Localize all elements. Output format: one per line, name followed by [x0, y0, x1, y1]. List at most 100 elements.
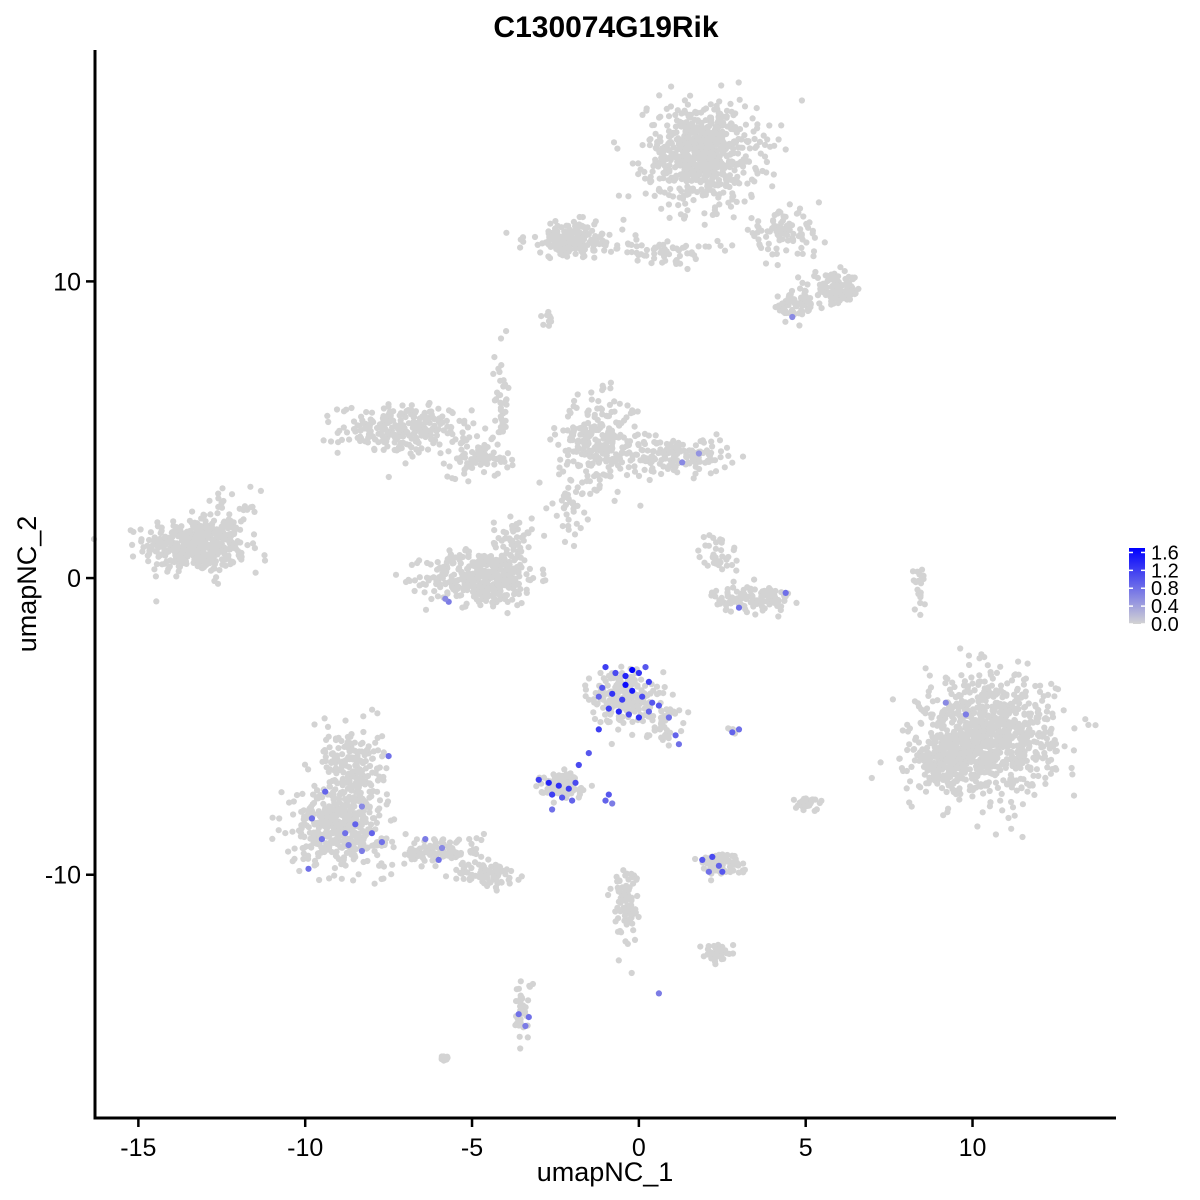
cell-point — [716, 558, 723, 565]
cell-point — [547, 243, 554, 250]
cell-point — [389, 424, 396, 431]
cell-point — [426, 399, 433, 407]
cell-point — [639, 142, 646, 149]
cell-point — [330, 790, 337, 797]
cell-point — [620, 444, 628, 451]
cell-point — [643, 252, 650, 259]
cell-point — [999, 743, 1006, 751]
cell-point — [666, 133, 673, 140]
cell-point — [501, 556, 508, 563]
cell-point — [153, 548, 160, 555]
cell-point — [1019, 833, 1026, 841]
cell-point — [558, 497, 566, 504]
cell-point — [950, 789, 957, 796]
cell-point — [606, 401, 614, 408]
cell-point — [180, 547, 187, 554]
cell-point — [376, 797, 384, 804]
cell-point — [349, 830, 356, 837]
cell-point — [642, 458, 649, 465]
cell-point — [374, 852, 381, 859]
cell-point — [498, 537, 505, 544]
cell-point — [709, 161, 716, 168]
cell-point — [710, 534, 717, 542]
cell-point — [325, 418, 332, 426]
cell-point — [748, 176, 756, 183]
cell-point — [561, 228, 568, 235]
cell-point — [748, 193, 755, 200]
cell-point — [774, 262, 781, 269]
cell-point — [799, 279, 806, 286]
cell-point — [889, 696, 897, 703]
cell-point — [475, 583, 482, 590]
cell-point — [237, 518, 245, 525]
cell-point — [1024, 788, 1031, 795]
cell-point — [269, 814, 276, 821]
cell-point — [453, 875, 460, 882]
cell-point — [559, 523, 566, 530]
cell-point — [903, 767, 910, 775]
cell-point — [795, 209, 802, 216]
cell-point — [698, 125, 706, 132]
cell-point — [713, 124, 720, 131]
cell-point — [734, 173, 741, 180]
cell-point — [646, 142, 654, 149]
cell-point — [751, 233, 758, 240]
cell-point — [495, 557, 502, 564]
cell-point — [202, 562, 210, 569]
cell-point — [545, 253, 552, 260]
cell-point — [332, 836, 340, 843]
cell-point — [997, 687, 1004, 694]
cell-point — [693, 109, 701, 116]
cell-point — [929, 711, 936, 718]
cell-point — [572, 250, 579, 257]
cell-point — [689, 187, 696, 194]
cell-point — [490, 449, 497, 456]
cell-point — [1011, 812, 1018, 819]
cell-point — [571, 531, 579, 538]
cell-point — [606, 473, 613, 480]
cell-point — [939, 710, 946, 717]
cell-point — [917, 719, 924, 726]
cell-point — [628, 249, 635, 256]
cell-point — [923, 745, 930, 752]
cell-point — [435, 565, 442, 572]
cell-point — [497, 335, 505, 342]
cell-point — [634, 408, 641, 415]
cell-point — [957, 645, 964, 652]
cell-point — [1015, 720, 1022, 727]
cell-point — [654, 138, 661, 145]
cell-point — [600, 471, 607, 478]
cell-point — [719, 122, 726, 129]
cell-point — [1038, 744, 1045, 751]
cell-point — [342, 717, 349, 724]
cell-point — [598, 406, 606, 413]
cell-point — [984, 737, 992, 744]
cell-point — [998, 790, 1005, 798]
cell-point — [201, 553, 208, 560]
cell-point — [466, 434, 473, 441]
cell-point — [769, 598, 776, 605]
cell-point — [606, 231, 613, 238]
cell-point — [422, 606, 430, 613]
cell-point — [673, 257, 680, 264]
cell-point — [510, 583, 518, 590]
cell-point — [733, 129, 740, 136]
cell-point — [489, 434, 496, 441]
cell-point — [601, 445, 608, 452]
cell-point — [782, 146, 789, 153]
cell-point — [411, 429, 418, 436]
cell-point — [430, 574, 437, 581]
cell-point — [597, 422, 605, 429]
cell-point — [305, 855, 312, 862]
cell-point — [730, 578, 737, 585]
cell-point — [1044, 691, 1052, 699]
cell-point — [719, 138, 726, 145]
cell-point — [494, 441, 501, 448]
cell-point — [709, 188, 716, 195]
cell-point — [637, 502, 644, 509]
cell-point — [631, 463, 638, 470]
cell-point — [669, 152, 676, 159]
cell-point — [338, 766, 345, 773]
cell-point — [497, 428, 504, 435]
cell-point — [479, 587, 486, 594]
